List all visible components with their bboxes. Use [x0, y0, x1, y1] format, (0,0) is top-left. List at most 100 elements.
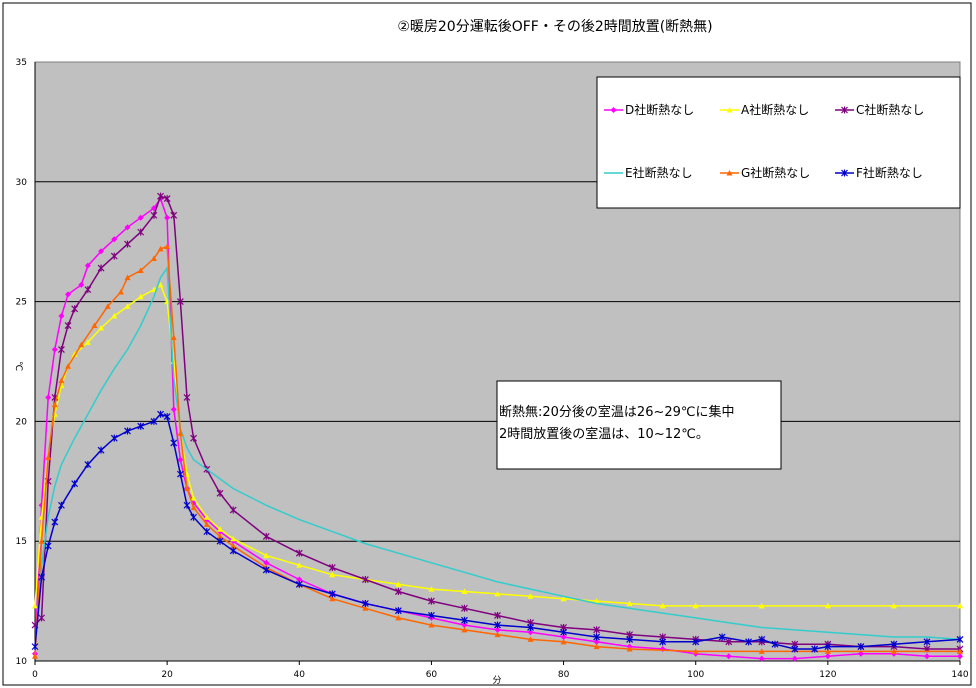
data-point [923, 638, 931, 646]
data-point [98, 248, 105, 255]
data-point [527, 636, 534, 642]
data-point [758, 655, 765, 662]
data-point [31, 643, 39, 651]
data-point [890, 602, 897, 609]
data-point [78, 281, 85, 288]
data-point [957, 648, 963, 654]
data-point [97, 264, 105, 272]
data-point [176, 298, 184, 306]
data-point [230, 542, 237, 549]
data-point [163, 413, 171, 421]
data-point [560, 638, 567, 645]
data-point [361, 599, 369, 607]
data-point [32, 602, 38, 609]
y-tick-label: 25 [16, 298, 27, 308]
data-point [593, 633, 601, 641]
data-point [923, 653, 930, 660]
data-point [124, 427, 131, 435]
data-point [164, 214, 171, 221]
data-point [494, 590, 501, 597]
data-point [150, 417, 158, 425]
data-point [157, 192, 164, 200]
data-point [461, 588, 468, 595]
data-point [163, 195, 171, 203]
data-point [65, 291, 72, 298]
data-point [177, 430, 184, 436]
data-point [71, 305, 79, 313]
x-tick-label: 60 [426, 670, 438, 680]
data-point [593, 643, 600, 650]
data-point [824, 643, 832, 651]
x-tick-label: 20 [161, 670, 173, 680]
data-point [137, 267, 144, 273]
data-point [461, 604, 468, 612]
data-point [137, 214, 144, 221]
data-point [824, 648, 831, 654]
data-point [203, 528, 211, 536]
x-tick-label: 100 [687, 670, 704, 680]
data-point [328, 564, 336, 572]
data-point [170, 211, 178, 219]
data-point [190, 434, 197, 442]
data-point [58, 377, 65, 384]
data-point [124, 274, 131, 281]
legend-label: D社断熱なし [625, 102, 694, 117]
data-point [626, 635, 634, 643]
data-point [157, 410, 164, 418]
data-point [58, 346, 65, 354]
data-point [890, 640, 898, 648]
data-point [394, 588, 402, 596]
data-point [84, 286, 92, 294]
data-point [84, 339, 91, 345]
data-point [110, 252, 118, 260]
data-point [45, 394, 52, 401]
legend: D社断熱なし A社断熱なし C社断熱なし E社断熱なし G社断熱なし F社断熱なし [596, 76, 961, 209]
data-point [137, 293, 144, 300]
data-point [170, 334, 177, 341]
data-point [395, 581, 402, 587]
data-point [263, 559, 270, 566]
data-point [78, 341, 85, 348]
data-point [51, 401, 58, 408]
data-point [329, 571, 336, 578]
data-point [44, 542, 52, 550]
data-point [771, 640, 779, 648]
data-point [494, 626, 501, 633]
data-point [428, 622, 435, 628]
data-point [32, 653, 38, 659]
data-point [956, 635, 964, 643]
y-axis-label: ℃ [13, 361, 23, 371]
data-point [428, 611, 435, 619]
data-point [230, 535, 237, 542]
x-tick-label: 40 [294, 670, 306, 680]
series-1 [32, 195, 963, 662]
series-line [34, 195, 960, 650]
data-point [190, 504, 197, 511]
data-point [110, 434, 118, 442]
data-point [957, 653, 963, 660]
data-point [593, 626, 601, 634]
data-point [626, 600, 633, 606]
data-point [791, 655, 798, 662]
annotation-line: 断熱無:20分後の室温は26~29℃に集中 [499, 404, 735, 420]
data-point [857, 650, 864, 657]
data-point [183, 393, 191, 401]
data-point [296, 576, 303, 583]
x-tick-label: 140 [951, 670, 968, 680]
series-6 [31, 410, 964, 653]
data-point [124, 224, 131, 231]
data-point [117, 289, 124, 295]
data-point [890, 648, 897, 654]
data-point [190, 495, 197, 501]
data-point [183, 501, 191, 509]
data-point [725, 638, 733, 646]
data-point [137, 422, 145, 430]
data-point [758, 635, 766, 643]
legend-label: E社断熱なし [625, 165, 693, 180]
series-line [34, 265, 961, 650]
y-tick-label: 20 [16, 417, 28, 427]
data-point [791, 645, 799, 653]
series-line [34, 283, 960, 607]
